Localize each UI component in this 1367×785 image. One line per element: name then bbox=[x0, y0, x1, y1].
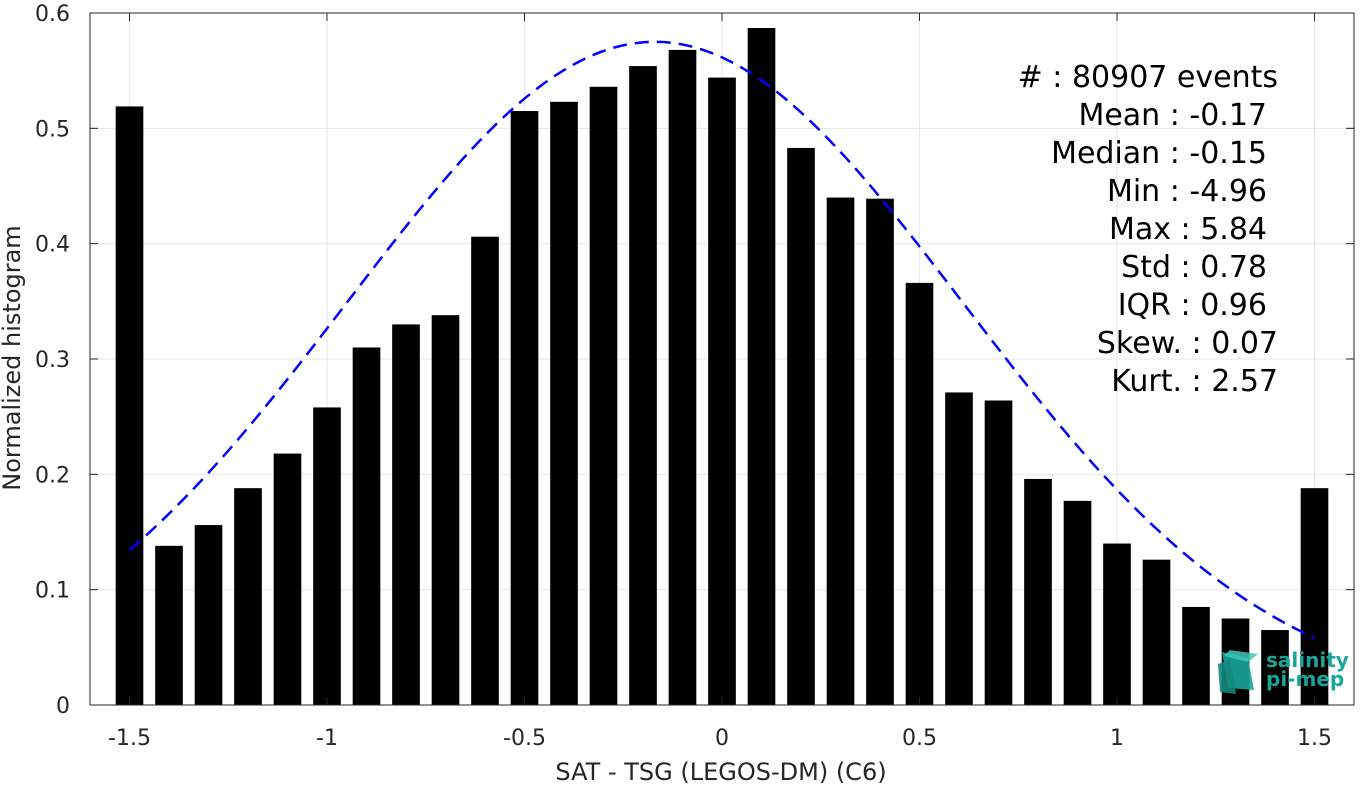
y-tick-label: 0.4 bbox=[35, 233, 70, 258]
y-tick-label: 0.3 bbox=[35, 348, 70, 373]
histogram-bar bbox=[273, 453, 302, 705]
stats-line: Std : 0.78 bbox=[1121, 250, 1267, 285]
histogram-bar bbox=[234, 488, 262, 705]
stats-line: IQR : 0.96 bbox=[1118, 288, 1267, 323]
x-tick-labels: -1.5 -1 -0.5 0 0.5 1 1.5 bbox=[108, 726, 1332, 751]
stats-line: Max : 5.84 bbox=[1109, 212, 1267, 247]
y-tick-label: 0.1 bbox=[35, 579, 70, 604]
salinity-pimep-logo: salinity pi-mep bbox=[1218, 648, 1349, 694]
histogram-bar bbox=[747, 27, 776, 705]
x-tick-label: 1.5 bbox=[1297, 726, 1332, 751]
cube-icon bbox=[1218, 650, 1258, 694]
x-tick-label: 0 bbox=[715, 726, 729, 751]
y-tick-label: 0.6 bbox=[35, 2, 70, 27]
histogram-bar bbox=[510, 111, 539, 706]
histogram-bar bbox=[313, 407, 341, 705]
histogram-bar bbox=[471, 236, 499, 705]
x-tick-label: 0.5 bbox=[902, 726, 937, 751]
stats-line: # : 80907 events bbox=[1018, 60, 1278, 95]
gaussian-fit-curve bbox=[128, 40, 1316, 640]
histogram-bar bbox=[1261, 630, 1289, 705]
histogram-bar bbox=[905, 282, 934, 705]
y-tick-label: 0.2 bbox=[35, 463, 70, 488]
stats-line: Min : -4.96 bbox=[1107, 174, 1267, 209]
x-tick-label: -1.5 bbox=[108, 726, 151, 751]
logo-line1: salinity bbox=[1266, 648, 1349, 672]
histogram-bar bbox=[1182, 606, 1210, 705]
axis-ticks bbox=[90, 12, 1354, 706]
logo-line2: pi-mep bbox=[1266, 667, 1344, 691]
histogram-bar bbox=[115, 106, 144, 706]
y-tick-label: 0 bbox=[56, 694, 70, 719]
bars bbox=[115, 27, 1329, 706]
histogram-bar bbox=[194, 525, 223, 705]
histogram-bar bbox=[708, 77, 736, 705]
y-tick-labels: 0 0.1 0.2 0.3 0.4 0.5 0.6 bbox=[35, 2, 70, 719]
y-axis-label: Normalized histogram bbox=[0, 225, 26, 490]
histogram-bar bbox=[787, 147, 815, 705]
histogram-bar bbox=[1142, 559, 1171, 705]
histogram-bar bbox=[629, 66, 657, 705]
stats-line: Mean : -0.17 bbox=[1078, 98, 1267, 133]
histogram-bar bbox=[826, 197, 855, 706]
histogram-bar bbox=[550, 101, 578, 706]
histogram-bar bbox=[945, 392, 973, 705]
stats-line: Kurt. : 2.57 bbox=[1111, 364, 1278, 399]
histogram-bar bbox=[1024, 478, 1052, 705]
x-tick-label: -1 bbox=[316, 726, 338, 751]
histogram-bar bbox=[431, 315, 460, 705]
histogram-bar bbox=[1103, 543, 1131, 705]
y-tick-label: 0.5 bbox=[35, 117, 70, 142]
histogram-bar bbox=[392, 324, 420, 705]
histogram-bar bbox=[1300, 488, 1329, 705]
histogram-bar bbox=[866, 198, 894, 706]
histogram-bar bbox=[155, 545, 183, 705]
x-tick-label: -0.5 bbox=[503, 726, 546, 751]
stats-line: Skew. : 0.07 bbox=[1097, 326, 1278, 361]
histogram-bar bbox=[1063, 500, 1092, 705]
histogram-bar bbox=[668, 49, 697, 705]
histogram-bar bbox=[589, 86, 618, 705]
x-tick-label: 1 bbox=[1110, 726, 1124, 751]
histogram-bar bbox=[352, 347, 381, 705]
stats-line: Median : -0.15 bbox=[1051, 136, 1267, 171]
x-axis-label: SAT - TSG (LEGOS-DM) (C6) bbox=[555, 758, 886, 785]
histogram-bar bbox=[984, 400, 1013, 705]
